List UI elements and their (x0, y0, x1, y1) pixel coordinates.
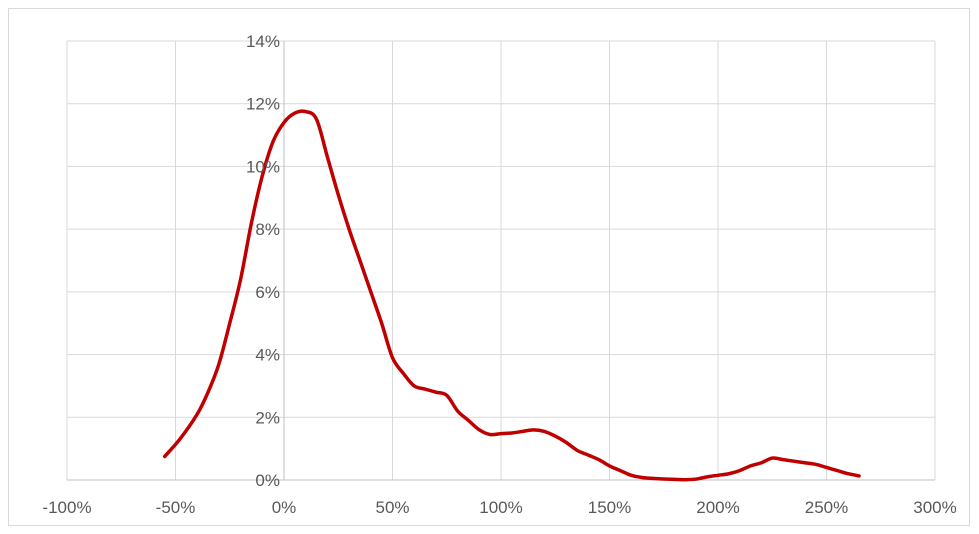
series-line (162, 109, 861, 482)
x-tick-label: 50% (375, 498, 409, 517)
y-tick-label: 6% (255, 283, 280, 302)
y-tick-label: 10% (246, 157, 280, 176)
x-tick-label: 150% (588, 498, 631, 517)
x-tick-label: 100% (479, 498, 522, 517)
y-tick-label: 0% (255, 471, 280, 490)
x-tick-labels: -100% -50% 0% 50% 100% 150% 200% 250% 300% (42, 498, 956, 517)
x-tick-label: -50% (156, 498, 196, 517)
y-tick-labels: 0% 2% 4% 6% 8% 10% 12% 14% (246, 32, 280, 490)
y-tick-label: 12% (246, 95, 280, 114)
x-tick-label: 200% (696, 498, 739, 517)
y-tick-label: 8% (255, 220, 280, 239)
y-tick-label: 14% (246, 32, 280, 51)
x-tick-label: -100% (42, 498, 91, 517)
x-tick-label: 0% (272, 498, 297, 517)
y-tick-label: 2% (255, 408, 280, 427)
x-tick-label: 250% (805, 498, 848, 517)
x-tick-label: 300% (913, 498, 956, 517)
chart-area (8, 8, 970, 526)
y-tick-label: 4% (255, 346, 280, 365)
series-layer (162, 109, 861, 482)
